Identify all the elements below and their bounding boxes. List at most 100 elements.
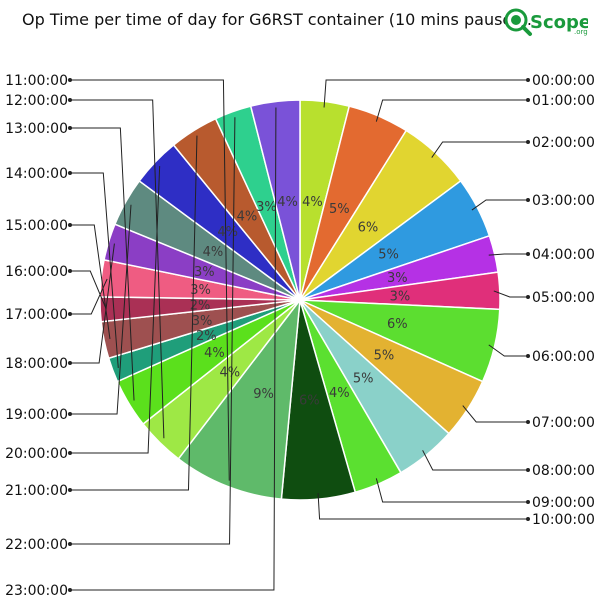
callout-line [70,127,135,401]
callout-line [70,172,119,368]
slice-percent-label: 5% [329,202,350,217]
slice-percent-label: 3% [387,271,408,286]
callout-line [70,243,115,364]
callout-dot [526,252,530,256]
slice-category-label: 10:00:00 [532,512,595,528]
slice-percent-label: 3% [192,314,213,329]
callout-dot [68,223,72,227]
slice-category-label: 08:00:00 [532,463,595,479]
callout-line [70,79,230,481]
callout-dot [68,312,72,316]
callout-line [375,99,528,122]
slice-category-label: 19:00:00 [5,407,68,423]
percent-labels: 4% 5%6%5%3%3%6%5%5%4%6%9%4%4%2%3%2%3%3%4%… [190,195,410,409]
callout-line [70,224,111,340]
slice-category-label: 18:00:00 [5,356,68,372]
callout-dot [526,420,530,424]
callout-line [70,278,108,315]
callout-dot [68,269,72,273]
slice-category-label: 05:00:00 [532,290,595,306]
callout-dot [68,488,72,492]
slice-percent-label: 4% [329,386,350,401]
callout-line [375,478,528,503]
slice-percent-label: 3% [390,289,411,304]
logo-text: Scope [530,12,588,33]
slice-category-label: 17:00:00 [5,307,68,323]
pie-slice-11-00-00 [177,297,301,500]
callout-dot [68,78,72,82]
callout-dot [526,140,530,144]
callout-dot [526,295,530,299]
slice-percent-label: 6% [358,221,379,236]
slice-category-label: 21:00:00 [5,483,68,499]
callout-line [488,344,528,357]
callout-dot [68,171,72,175]
slice-category-label: 16:00:00 [5,264,68,280]
callout-line [70,204,132,415]
chart-title: Op Time per time of day for G6RST contai… [22,10,532,29]
callout-dot [68,98,72,102]
callout-line [70,99,165,439]
callout-dot [68,126,72,130]
slice-percent-label: 4% [217,225,238,240]
slice-category-label: 11:00:00 [5,73,68,89]
callout-dot [526,78,530,82]
callout-dot [68,412,72,416]
slice-category-label: 12:00:00 [5,93,68,109]
callout-line [70,117,236,545]
slice-percent-label: 4% [302,195,323,210]
slice-percent-label: 2% [190,299,211,314]
slice-category-label: 13:00:00 [5,121,68,137]
callout-line [70,166,161,454]
logo-subtext: .org [574,28,588,36]
slice-percent-label: 3% [194,265,215,280]
slice-percent-label: 4% [204,346,225,361]
scope-logo: Scope .org [504,8,588,36]
slice-category-label: 20:00:00 [5,446,68,462]
callout-dot [526,500,530,504]
callout-line [471,199,528,211]
callout-line [493,290,528,298]
slice-category-label: 09:00:00 [532,495,595,511]
slice-percent-label: 6% [387,317,408,332]
callout-line [422,450,528,471]
slice-category-label: 03:00:00 [532,193,595,209]
callout-line [317,493,528,520]
slice-category-label: 06:00:00 [532,349,595,365]
callout-dot [526,198,530,202]
slice-percent-label: 3% [190,283,211,298]
callout-dot [526,468,530,472]
slice-percent-label: 4% [237,209,258,224]
callout-dot [526,517,530,521]
slice-category-label: 00:00:00 [532,73,595,89]
slice-percent-label: 4% [277,195,298,210]
slice-category-label: 22:00:00 [5,537,68,553]
pie-slices [99,99,501,501]
slice-category-label: 23:00:00 [5,583,68,599]
slice-percent-label: 5% [374,348,395,363]
callout-line [70,270,107,310]
callout-dot [526,98,530,102]
callout-line [70,135,198,491]
slice-category-label: 04:00:00 [532,247,595,263]
slice-category-label: 07:00:00 [532,415,595,431]
slice-percent-label: 5% [353,371,374,386]
callout-line [431,141,528,158]
magnifier-icon [504,8,532,36]
slice-percent-label: 6% [299,394,320,409]
callout-dot [68,451,72,455]
slice-category-label: 01:00:00 [532,93,595,109]
slice-percent-label: 2% [196,329,217,344]
callout-line [488,253,528,256]
slice-percent-label: 3% [256,200,277,215]
callout-dot [68,542,72,546]
slice-category-label: 14:00:00 [5,166,68,182]
slice-category-label: 15:00:00 [5,218,68,234]
callout-line [462,405,528,423]
slice-percent-label: 4% [220,365,241,380]
callout-dot [68,588,72,592]
slice-percent-label: 9% [253,387,274,402]
callout-line [70,107,277,591]
callout-line [323,79,528,108]
